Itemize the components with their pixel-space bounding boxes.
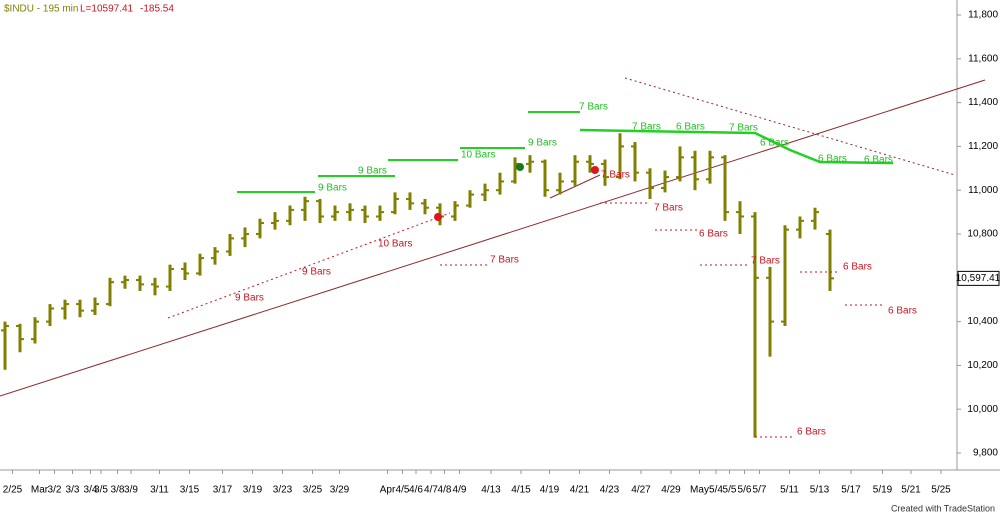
x-tick-label: 5/4 <box>709 485 723 496</box>
last-price: L=10597.41 <box>80 4 134 15</box>
bar-count-label: 6 Bars <box>864 155 893 166</box>
last-price-box <box>957 270 1000 286</box>
y-tick-label: 11,200 <box>968 141 998 152</box>
signal-dot <box>434 213 442 221</box>
bar-count-label: 7 Bars <box>601 170 630 181</box>
y-tick-label: 11,800 <box>968 10 998 21</box>
chart-title: $INDU - 195 min <box>4 4 78 15</box>
y-tick-label: 10,000 <box>967 404 998 415</box>
x-tick-label: 4/27 <box>631 485 651 496</box>
x-tick-label: 5/11 <box>780 485 799 496</box>
y-tick-label: 9,800 <box>973 448 998 459</box>
x-tick-label: 3/2 <box>48 485 62 496</box>
x-tick-label: 4/8 <box>438 485 452 496</box>
x-tick-label: 3/19 <box>243 485 263 496</box>
x-tick-label: 5/21 <box>901 485 921 496</box>
x-tick-label: 3/29 <box>330 485 350 496</box>
trend-line <box>549 174 601 199</box>
y-tick-label: 10,800 <box>967 229 998 240</box>
bar-count-label: 9 Bars <box>318 183 347 194</box>
bar-count-label: 6 Bars <box>797 427 826 438</box>
trend-line <box>167 212 451 319</box>
x-tick-label: 5/7 <box>753 485 767 496</box>
x-tick-label: 3/8 <box>111 485 125 496</box>
x-tick-label: 2/25 <box>3 485 23 496</box>
bar-count-label: 6 Bars <box>888 306 917 317</box>
x-tick-label: 4/21 <box>570 485 590 496</box>
y-tick-label: 11,400 <box>968 97 998 108</box>
y-tick-label: 10,200 <box>967 360 998 371</box>
y-tick-label: 11,000 <box>968 185 998 196</box>
signal-dot <box>591 166 599 174</box>
x-tick-label: 4/6 <box>409 485 423 496</box>
signal-dot <box>516 163 524 171</box>
bar-count-label: 6 Bars <box>760 138 789 149</box>
bar-count-label: 9 Bars <box>235 293 264 304</box>
x-tick-label: Mar <box>31 485 49 496</box>
x-tick-label: Apr <box>380 485 396 496</box>
x-tick-label: 5/6 <box>738 485 752 496</box>
bar-count-label: 7 Bars <box>579 102 608 113</box>
bar-count-label: 7 Bars <box>729 123 758 134</box>
x-tick-label: 4/19 <box>540 485 560 496</box>
x-tick-label: 5/13 <box>810 485 830 496</box>
x-tick-label: 5/17 <box>841 485 861 496</box>
x-tick-label: 3/25 <box>303 485 323 496</box>
x-tick-label: 5/19 <box>873 485 893 496</box>
bar-count-label: 6 Bars <box>676 122 705 133</box>
x-tick-label: 4/29 <box>661 485 681 496</box>
last-price-tag: 10,597.41 <box>956 273 1000 284</box>
x-tick-label: 4/9 <box>453 485 467 496</box>
x-tick-label: 4/5 <box>396 485 410 496</box>
x-tick-label: 3/9 <box>124 485 138 496</box>
bar-count-label: 7 Bars <box>751 256 780 267</box>
trend-line <box>624 77 956 176</box>
x-tick-label: 3/11 <box>150 485 169 496</box>
bar-count-label: 6 Bars <box>818 154 847 165</box>
bar-count-label: 7 Bars <box>654 203 683 214</box>
x-tick-label: 3/23 <box>273 485 293 496</box>
bar-count-line <box>579 128 894 165</box>
y-tick-label: 10,400 <box>967 316 998 327</box>
x-tick-label: 4/23 <box>600 485 620 496</box>
bar-count-label: 6 Bars <box>699 229 728 240</box>
x-tick-label: 3/3 <box>66 485 80 496</box>
bar-count-label: 10 Bars <box>378 239 412 250</box>
x-tick-label: 4/15 <box>511 485 531 496</box>
bar-count-label: 9 Bars <box>302 267 331 278</box>
trend-line <box>0 79 986 397</box>
bar-count-label: 9 Bars <box>528 138 557 149</box>
x-tick-label: 3/17 <box>213 485 233 496</box>
x-tick-label: 4/7 <box>424 485 438 496</box>
bar-count-label: 10 Bars <box>461 150 495 161</box>
x-tick-label: 3/4 <box>84 485 98 496</box>
bar-count-label: 7 Bars <box>632 122 661 133</box>
change: -185.54 <box>140 4 174 15</box>
bar-count-label: 6 Bars <box>843 262 872 273</box>
x-tick-label: 3/5 <box>94 485 108 496</box>
x-tick-label: 5/5 <box>723 485 737 496</box>
bar-count-label: 7 Bars <box>490 255 519 266</box>
x-tick-label: 5/25 <box>931 485 951 496</box>
credit: Created with TradeStation <box>891 503 995 513</box>
x-tick-label: 4/13 <box>481 485 501 496</box>
x-tick-label: May <box>690 485 709 496</box>
x-tick-label: 3/15 <box>180 485 200 496</box>
y-tick-label: 11,600 <box>968 53 998 64</box>
bar-count-label: 9 Bars <box>358 166 387 177</box>
